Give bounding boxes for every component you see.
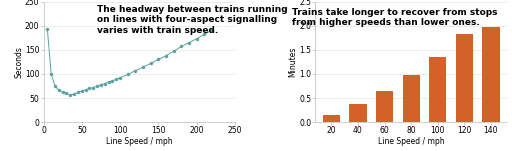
Bar xyxy=(429,57,446,122)
X-axis label: Line Speed / mph: Line Speed / mph xyxy=(106,137,173,146)
Text: The headway between trains running
on lines with four-aspect signalling
varies w: The headway between trains running on li… xyxy=(97,5,288,35)
Y-axis label: Minutes: Minutes xyxy=(289,47,298,77)
Bar xyxy=(456,34,473,122)
Bar xyxy=(482,27,500,122)
Bar xyxy=(402,76,420,122)
Bar xyxy=(323,115,340,122)
Text: Trains take longer to recover from stops
from higher speeds than lower ones.: Trains take longer to recover from stops… xyxy=(292,8,498,27)
X-axis label: Line Speed / mph: Line Speed / mph xyxy=(378,137,444,146)
Y-axis label: Seconds: Seconds xyxy=(14,46,24,78)
Bar xyxy=(376,91,393,122)
Bar xyxy=(349,104,367,122)
